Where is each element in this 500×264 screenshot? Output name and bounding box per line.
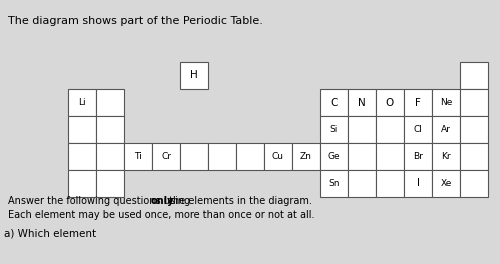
Text: Each element may be used once, more than once or not at all.: Each element may be used once, more than… [8,210,314,220]
Bar [404,116,432,143]
Bar [320,143,348,170]
Bar [348,116,376,143]
Bar [432,170,460,197]
Bar [432,116,460,143]
Text: F: F [415,97,421,107]
Text: Cu: Cu [272,152,284,161]
Bar [320,170,348,197]
Text: Kr: Kr [441,152,451,161]
Bar [124,143,152,170]
Bar [68,116,96,143]
Text: a) Which element: a) Which element [4,228,96,238]
Bar [460,143,488,170]
Bar [404,89,432,116]
Bar [292,143,320,170]
Bar [432,143,460,170]
Bar [460,89,488,116]
Bar [376,116,404,143]
Text: Answer the following questions using: Answer the following questions using [8,196,194,206]
Text: C: C [330,97,338,107]
Bar [180,143,208,170]
Text: Xe: Xe [440,179,452,188]
Bar [96,143,124,170]
Bar [180,62,208,89]
Bar [404,143,432,170]
Bar [432,89,460,116]
Text: H: H [190,70,198,81]
Bar [348,143,376,170]
Bar [348,170,376,197]
Text: Ge: Ge [328,152,340,161]
Text: Br: Br [413,152,423,161]
Bar [96,116,124,143]
Text: N: N [358,97,366,107]
Text: Cr: Cr [161,152,171,161]
Bar [320,116,348,143]
Bar [208,143,236,170]
Text: I: I [416,178,420,188]
Bar [376,143,404,170]
Bar [96,170,124,197]
Bar [68,143,96,170]
Text: O: O [386,97,394,107]
Text: Ar: Ar [441,125,451,134]
Text: the elements in the diagram.: the elements in the diagram. [166,196,312,206]
Bar [264,143,292,170]
Text: Sn: Sn [328,179,340,188]
Bar [68,170,96,197]
Bar [460,170,488,197]
Text: The diagram shows part of the Periodic Table.: The diagram shows part of the Periodic T… [8,16,263,26]
Text: Li: Li [78,98,86,107]
Bar [460,62,488,89]
Bar [460,116,488,143]
Text: Cl: Cl [414,125,422,134]
Text: only: only [150,196,174,206]
Bar [96,89,124,116]
Bar [376,89,404,116]
Text: Zn: Zn [300,152,312,161]
Text: Ne: Ne [440,98,452,107]
Bar [320,89,348,116]
Bar [376,170,404,197]
Text: Ti: Ti [134,152,142,161]
Text: Si: Si [330,125,338,134]
Bar [404,170,432,197]
Bar [68,89,96,116]
Bar [236,143,264,170]
Bar [152,143,180,170]
Bar [348,89,376,116]
